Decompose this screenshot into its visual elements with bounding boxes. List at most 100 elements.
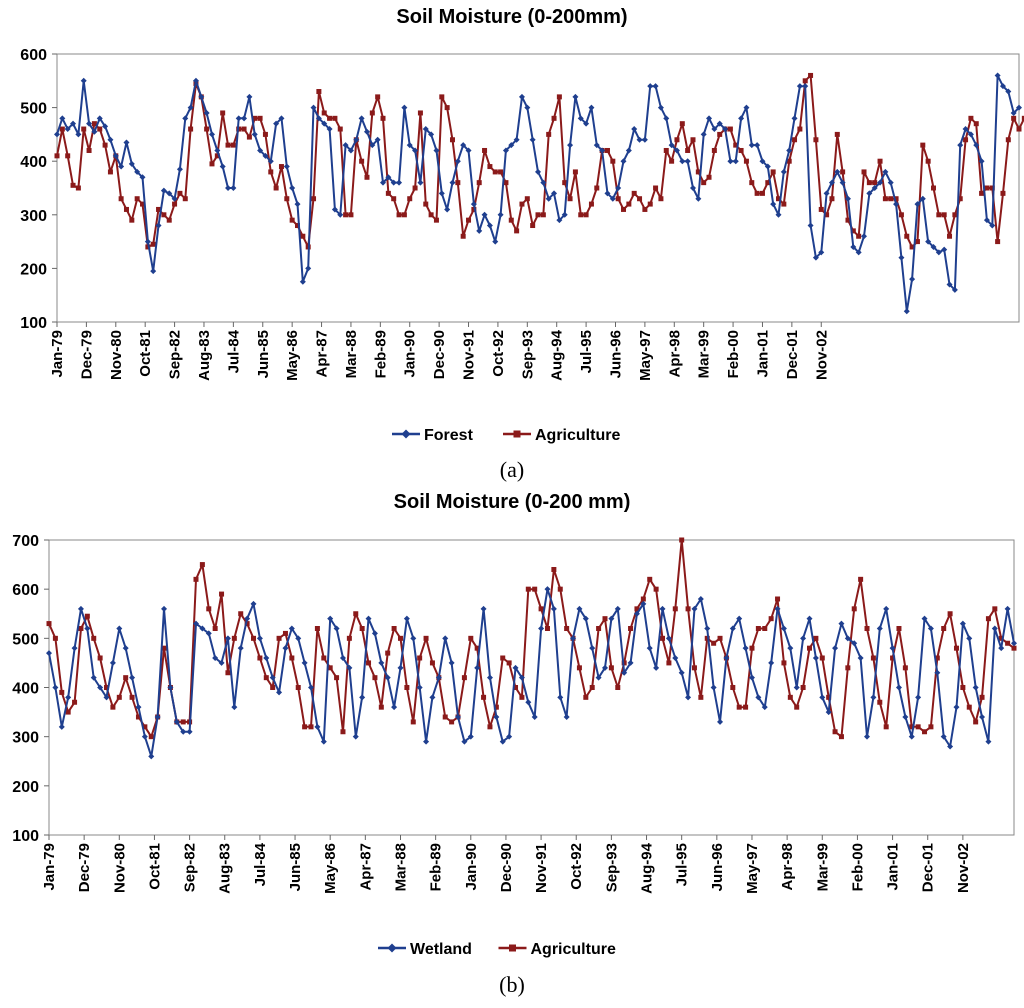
data-point-wetland xyxy=(192,620,199,627)
x-tick-label: Mar-99 xyxy=(814,843,831,891)
data-point-forest xyxy=(331,206,338,213)
data-point-forest xyxy=(283,163,290,170)
data-point-agriculture xyxy=(556,94,562,100)
data-point-forest xyxy=(289,185,296,191)
data-point-wetland xyxy=(480,605,487,612)
data-point-forest xyxy=(893,201,900,208)
x-tick-label: Oct-81 xyxy=(146,843,163,890)
data-point-forest xyxy=(251,131,258,138)
data-point-agriculture xyxy=(934,655,940,661)
x-tick-label: Oct-92 xyxy=(568,843,585,890)
data-point-agriculture xyxy=(364,174,370,180)
data-point-agriculture xyxy=(953,645,959,651)
data-point-agriculture xyxy=(316,89,322,95)
x-tick-label: Aug-83 xyxy=(217,843,234,894)
data-point-wetland xyxy=(244,615,251,622)
data-point-agriculture xyxy=(449,719,455,725)
data-point-forest xyxy=(390,179,397,186)
data-point-wetland xyxy=(640,600,647,607)
data-point-wetland xyxy=(685,694,692,701)
data-point-agriculture xyxy=(941,212,947,218)
x-tick-label: Mar-88 xyxy=(392,843,409,891)
data-point-agriculture xyxy=(532,586,538,592)
data-point-agriculture xyxy=(182,196,188,202)
data-point-agriculture xyxy=(525,586,531,592)
data-point-agriculture xyxy=(690,137,696,143)
data-point-agriculture xyxy=(829,196,835,202)
data-point-agriculture xyxy=(736,704,742,710)
data-point-agriculture xyxy=(928,724,934,730)
data-point-agriculture xyxy=(850,228,856,234)
legend-label-agriculture: Agriculture xyxy=(531,941,616,958)
data-point-agriculture xyxy=(54,153,60,159)
data-point-agriculture xyxy=(508,217,514,223)
data-point-wetland xyxy=(455,714,462,720)
data-point-agriculture xyxy=(206,606,212,612)
data-point-forest xyxy=(673,147,680,154)
data-point-wetland xyxy=(461,738,468,745)
data-point-agriculture xyxy=(270,685,276,690)
data-point-wetland xyxy=(915,694,922,701)
y-ticks-b: 100 200 300 400 500 600 700 xyxy=(12,533,49,845)
data-point-agriculture xyxy=(334,675,340,681)
data-point-agriculture xyxy=(118,196,124,202)
y-tick-label: 200 xyxy=(20,261,47,278)
data-point-agriculture xyxy=(289,655,295,661)
data-point-agriculture xyxy=(717,635,723,641)
data-point-forest xyxy=(818,249,825,256)
data-point-forest xyxy=(791,115,798,122)
data-point-agriculture xyxy=(698,694,704,700)
data-point-agriculture xyxy=(276,635,282,641)
data-point-agriculture xyxy=(70,182,76,188)
data-point-agriculture xyxy=(455,180,461,186)
data-point-forest xyxy=(615,185,622,191)
data-point-agriculture xyxy=(284,196,290,202)
data-point-agriculture xyxy=(343,212,349,218)
data-point-agriculture xyxy=(546,131,552,137)
data-point-agriculture xyxy=(97,655,103,661)
data-point-wetland xyxy=(589,645,596,652)
data-point-agriculture xyxy=(238,611,244,617)
data-point-forest xyxy=(91,128,98,135)
data-point-wetland xyxy=(895,684,902,691)
data-point-wetland xyxy=(991,625,998,632)
data-point-agriculture xyxy=(417,655,423,661)
data-point-wetland xyxy=(646,645,653,652)
data-point-wetland xyxy=(691,605,698,612)
data-point-forest xyxy=(273,120,280,127)
data-point-forest xyxy=(706,115,713,122)
data-point-wetland xyxy=(346,664,353,671)
data-point-forest xyxy=(59,115,66,122)
data-point-agriculture xyxy=(225,670,231,676)
data-point-agriculture xyxy=(797,126,803,132)
data-point-agriculture xyxy=(519,201,525,207)
data-point-forest xyxy=(107,136,114,143)
data-point-agriculture xyxy=(535,212,541,218)
data-point-agriculture xyxy=(289,217,295,223)
legend-marker-forest xyxy=(401,429,411,439)
x-ticks-b: Jan-79 Dec-79 Nov-80 Oct-81 Sep-82 Aug-83 Jul-… xyxy=(41,835,972,894)
data-point-forest xyxy=(887,179,894,186)
y-tick-label: 400 xyxy=(20,154,47,171)
data-point-forest xyxy=(438,190,445,197)
data-point-agriculture xyxy=(482,147,488,153)
data-point-forest xyxy=(689,185,696,191)
data-point-agriculture xyxy=(637,196,643,202)
data-point-wetland xyxy=(327,615,334,622)
data-point-agriculture xyxy=(314,626,320,631)
data-point-agriculture xyxy=(567,196,573,202)
x-tick-label: Mar-99 xyxy=(696,330,713,378)
data-point-forest xyxy=(684,158,691,165)
data-point-wetland xyxy=(870,694,877,701)
data-point-agriculture xyxy=(973,121,979,127)
data-point-forest xyxy=(877,179,884,186)
data-point-agriculture xyxy=(81,126,87,132)
data-point-wetland xyxy=(65,694,72,701)
data-point-agriculture xyxy=(225,142,231,148)
data-point-wetland xyxy=(493,714,500,720)
data-point-agriculture xyxy=(922,729,928,735)
data-point-forest xyxy=(208,131,215,138)
data-point-agriculture xyxy=(524,196,530,202)
data-point-wetland xyxy=(998,645,1005,652)
